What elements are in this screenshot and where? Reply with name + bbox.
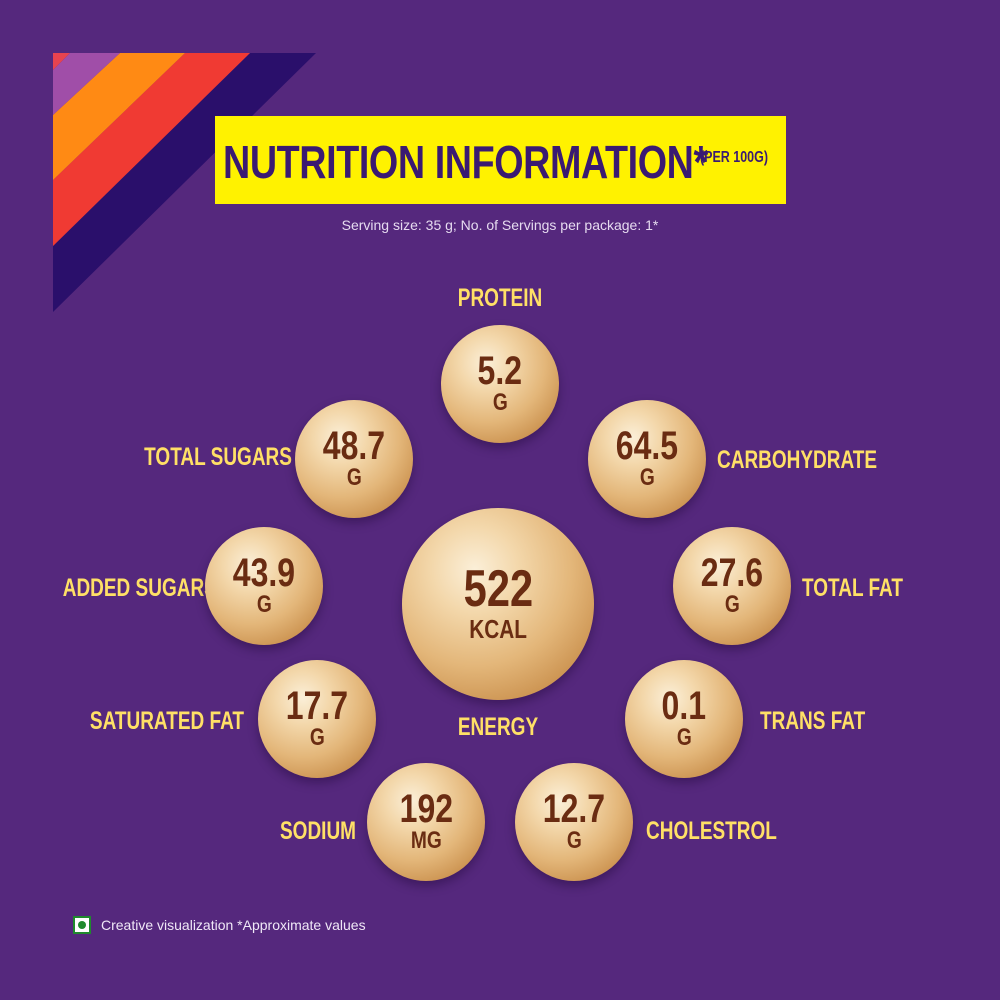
added-sugars-unit: G <box>256 591 272 618</box>
total-fat-label: TOTAL FAT <box>802 574 903 602</box>
cholestrol-label: CHOLESTROL <box>646 817 777 845</box>
sodium-unit: MG <box>410 827 442 854</box>
total-sugars-unit: G <box>346 464 362 491</box>
energy-unit: KCAL <box>469 614 527 644</box>
protein-label: PROTEIN <box>457 284 543 312</box>
title-banner <box>215 116 786 204</box>
added-sugars-ball: 43.9 G <box>205 527 323 645</box>
saturated-fat-value: 17.7 <box>285 684 349 728</box>
veg-dot <box>78 921 86 929</box>
total-sugars-value: 48.7 <box>322 424 386 468</box>
trans-fat-label: TRANS FAT <box>760 707 866 735</box>
serving-size-text: Serving size: 35 g; No. of Servings per … <box>341 217 659 233</box>
cholestrol-ball: 12.7 G <box>515 763 633 881</box>
total-sugars-ball: 48.7 G <box>295 400 413 518</box>
stripe-red <box>53 53 250 246</box>
carbohydrate-label: CARBOHYDRATE <box>717 446 878 474</box>
page-title: NUTRITION INFORMATION* <box>223 136 708 188</box>
protein-value: 5.2 <box>477 349 523 393</box>
trans-fat-ball: 0.1 G <box>625 660 743 778</box>
veg-symbol-icon <box>73 916 91 934</box>
stripe-violet <box>53 53 120 115</box>
carbohydrate-unit: G <box>639 464 655 491</box>
sodium-ball: 192 MG <box>367 763 485 881</box>
total-sugars-label: TOTAL SUGARS <box>144 443 292 471</box>
trans-fat-unit: G <box>676 724 692 751</box>
cholestrol-value: 12.7 <box>542 787 606 831</box>
total-fat-unit: G <box>724 591 740 618</box>
stripe-pink <box>53 53 70 70</box>
energy-label: ENERGY <box>457 713 539 741</box>
sodium-value: 192 <box>399 787 453 831</box>
added-sugars-value: 43.9 <box>232 551 296 595</box>
carbohydrate-ball: 64.5 G <box>588 400 706 518</box>
saturated-fat-ball: 17.7 G <box>258 660 376 778</box>
energy-value: 522 <box>463 560 533 618</box>
carbohydrate-value: 64.5 <box>615 424 679 468</box>
per-100g-note: (PER 100G) <box>700 149 768 166</box>
saturated-fat-unit: G <box>309 724 325 751</box>
stripe-orange <box>53 53 185 180</box>
footer-note: Creative visualization *Approximate valu… <box>101 917 366 933</box>
energy-ball: 522 KCAL <box>402 508 594 700</box>
added-sugars-label: ADDED SUGARS <box>62 574 217 602</box>
protein-ball: 5.2 G <box>441 325 559 443</box>
cholestrol-unit: G <box>566 827 582 854</box>
total-fat-value: 27.6 <box>700 551 764 595</box>
saturated-fat-label: SATURATED FAT <box>89 707 244 735</box>
trans-fat-value: 0.1 <box>661 684 707 728</box>
sodium-label: SODIUM <box>280 817 356 845</box>
protein-unit: G <box>492 389 508 416</box>
total-fat-ball: 27.6 G <box>673 527 791 645</box>
